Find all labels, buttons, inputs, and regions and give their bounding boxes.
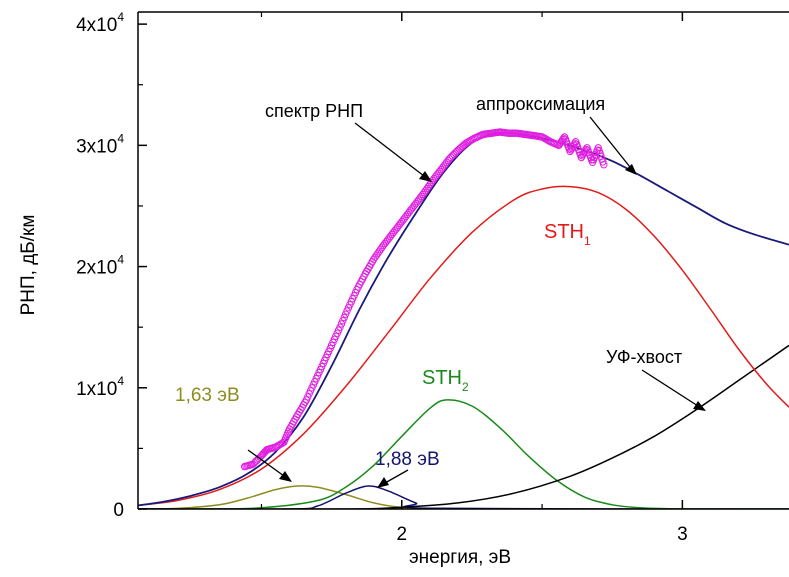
label-1-88-ev: 1,88 эВ xyxy=(375,449,440,470)
arrow-uv-tail xyxy=(641,369,699,407)
series-line-g163 xyxy=(138,485,789,509)
label-sth1: STH1 xyxy=(544,221,591,248)
y-tick-label: 0 xyxy=(113,500,124,521)
scatter-point xyxy=(600,161,608,169)
arrowhead-approximation xyxy=(625,164,637,175)
annotations: спектр РНП аппроксимация STH1 STH2 УФ-хв… xyxy=(175,94,706,488)
y-tick-label: 3x104 xyxy=(76,131,124,157)
label-1-63-ev: 1,63 эВ xyxy=(175,385,240,406)
arrow-approximation xyxy=(589,116,631,168)
scatter-point xyxy=(336,323,344,331)
arrowhead-spectrum xyxy=(419,171,432,182)
arrowhead-1-63-ev xyxy=(279,471,292,482)
y-tick-label: 1x104 xyxy=(76,374,124,400)
scatter-point xyxy=(340,313,348,322)
label-uv-tail: УФ-хвост xyxy=(606,347,682,367)
arrowhead-1-88-ev xyxy=(377,477,389,488)
series-line-sth2 xyxy=(138,399,789,509)
arrow-spectrum xyxy=(354,122,425,177)
y-tick-label: 2x104 xyxy=(76,253,124,279)
x-tick-label: 2 xyxy=(396,524,407,545)
arrowhead-uv-tail xyxy=(693,401,706,411)
series-line-sth1 xyxy=(138,185,789,507)
series-line-fit xyxy=(138,131,789,507)
label-sth2: STH2 xyxy=(422,367,469,394)
x-tick-label: 3 xyxy=(677,524,688,545)
label-approximation: аппроксимация xyxy=(476,94,605,114)
y-axis-title: РНП, дБ/км xyxy=(18,215,39,316)
y-tick-label: 4x104 xyxy=(76,10,124,36)
arrow-1-63-ev xyxy=(247,449,285,477)
arrow-1-88-ev xyxy=(384,469,409,484)
plot-background xyxy=(138,12,789,509)
x-axis-title: энергия, эВ xyxy=(409,547,511,568)
label-spectrum: спектр РНП xyxy=(265,101,363,121)
